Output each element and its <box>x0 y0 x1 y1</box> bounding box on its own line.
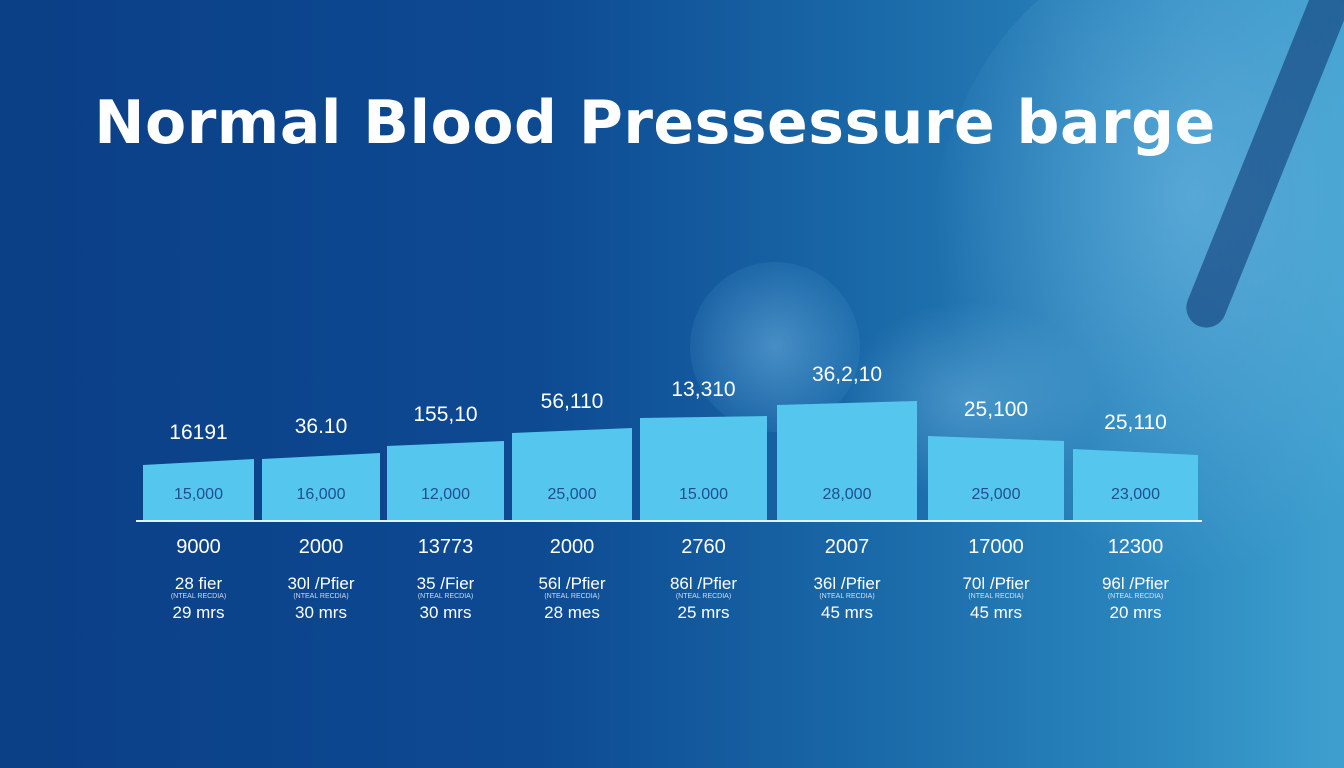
bar-value-label: 16,000 <box>297 486 346 503</box>
bar-sublabel: 36l /Pfier <box>813 574 880 593</box>
bar-value-label: 28,000 <box>823 486 872 503</box>
bar-value-label: 25,000 <box>548 486 597 503</box>
bar-duration-label: 25 mrs <box>678 603 730 622</box>
x-tick-label: 12300 <box>1108 536 1164 558</box>
bar-value-label: 15.000 <box>679 486 728 503</box>
x-tick-label: 13773 <box>418 536 474 558</box>
x-tick-label: 9000 <box>176 536 221 558</box>
bar-value-label: 12,000 <box>421 486 470 503</box>
bar-tiny-label: (NTEAL RECDIA) <box>676 593 731 600</box>
bar-tiny-label: (NTEAL RECDIA) <box>544 593 599 600</box>
bar-duration-label: 45 mrs <box>821 603 873 622</box>
bar-top-label: 155,10 <box>413 403 477 426</box>
bar-sublabel: 86l /Pfier <box>670 574 737 593</box>
x-tick-label: 17000 <box>968 536 1024 558</box>
bar-sublabel: 35 /Fier <box>417 574 475 593</box>
x-tick-label: 2000 <box>299 536 344 558</box>
bar-top-label: 25,110 <box>1104 411 1167 434</box>
bar <box>262 453 380 521</box>
x-tick-label: 2007 <box>825 536 870 558</box>
bar <box>512 428 632 521</box>
bar <box>640 416 767 521</box>
bar-top-label: 16191 <box>169 421 227 444</box>
bar-sublabel: 28 fier <box>175 574 223 593</box>
bar-value-label: 15,000 <box>174 486 223 503</box>
bar-sublabel: 70l /Pfier <box>962 574 1029 593</box>
bar-duration-label: 45 mrs <box>970 603 1022 622</box>
bar-duration-label: 20 mrs <box>1110 603 1162 622</box>
x-tick-label: 2760 <box>681 536 726 558</box>
bar-sublabel: 30l /Pfier <box>287 574 354 593</box>
bar-tiny-label: (NTEAL RECDIA) <box>171 593 226 600</box>
bar <box>777 401 917 521</box>
bar-top-label: 25,100 <box>964 398 1028 421</box>
bar-top-label: 36,2,10 <box>812 363 882 386</box>
bar-duration-label: 28 mes <box>544 603 600 622</box>
bar-duration-label: 29 mrs <box>173 603 225 622</box>
bar <box>928 436 1064 521</box>
bar-tiny-label: (NTEAL RECDIA) <box>968 593 1023 600</box>
bar-duration-label: 30 mrs <box>295 603 347 622</box>
chart-title: Normal Blood Pressessure barge <box>94 88 1216 158</box>
bar-sublabel: 56l /Pfier <box>538 574 605 593</box>
bar-tiny-label: (NTEAL RECDIA) <box>293 593 348 600</box>
bar-duration-label: 30 mrs <box>420 603 472 622</box>
bar-top-label: 56,110 <box>541 390 604 413</box>
bar-value-label: 23,000 <box>1111 486 1160 503</box>
bar <box>143 459 254 521</box>
bar-sublabel: 96l /Pfier <box>1102 574 1169 593</box>
bar-top-label: 13,310 <box>671 378 735 401</box>
bar <box>1073 449 1198 521</box>
bar-tiny-label: (NTEAL RECDIA) <box>418 593 473 600</box>
bar-value-label: 25,000 <box>972 486 1021 503</box>
bar-tiny-label: (NTEAL RECDIA) <box>819 593 874 600</box>
x-tick-label: 2000 <box>550 536 595 558</box>
bar-tiny-label: (NTEAL RECDIA) <box>1108 593 1163 600</box>
bar <box>387 441 504 521</box>
bar-top-label: 36.10 <box>295 415 348 438</box>
